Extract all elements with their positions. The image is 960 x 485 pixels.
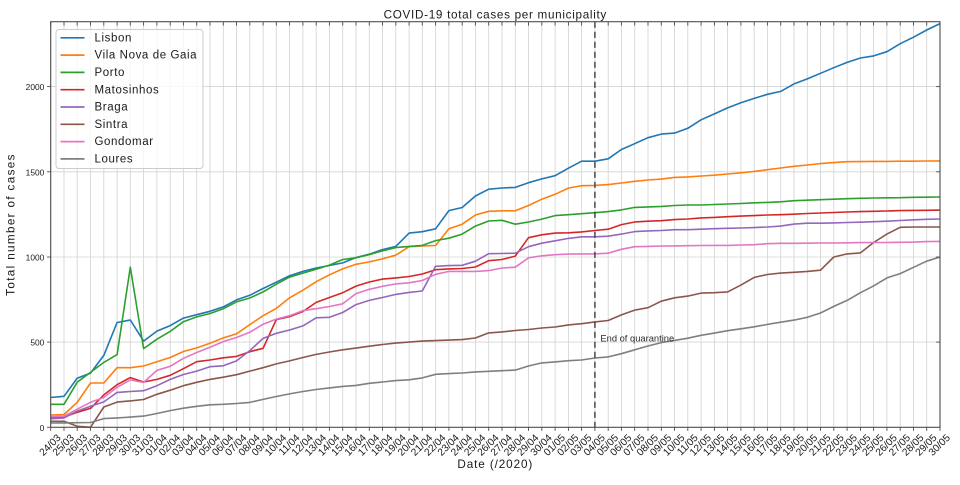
svg-text:COVID-19 total cases per munic: COVID-19 total cases per municipality <box>384 8 607 21</box>
svg-text:Lisbon: Lisbon <box>95 32 133 44</box>
svg-text:500: 500 <box>30 338 44 348</box>
svg-text:Date (/2020): Date (/2020) <box>457 458 533 471</box>
svg-text:Gondomar: Gondomar <box>95 136 154 148</box>
svg-text:0: 0 <box>40 423 45 433</box>
svg-text:Porto: Porto <box>95 67 126 79</box>
svg-text:Matosinhos: Matosinhos <box>95 84 160 96</box>
svg-text:Sintra: Sintra <box>95 119 129 131</box>
svg-text:Braga: Braga <box>95 102 129 114</box>
svg-text:Vila Nova de Gaia: Vila Nova de Gaia <box>95 50 198 62</box>
svg-text:1000: 1000 <box>26 253 45 263</box>
svg-text:End of quarantine: End of quarantine <box>600 333 674 343</box>
svg-text:1500: 1500 <box>26 167 45 177</box>
svg-text:Total number of cases: Total number of cases <box>5 153 18 296</box>
svg-text:2000: 2000 <box>26 82 45 92</box>
svg-text:Loures: Loures <box>95 154 134 166</box>
